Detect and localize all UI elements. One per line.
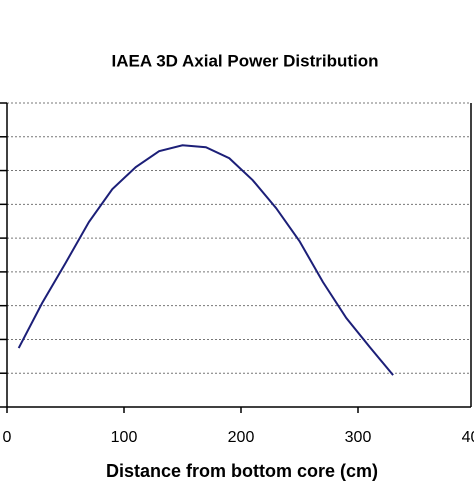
- line-series: [17, 144, 394, 376]
- x-tick-label: 0: [3, 429, 12, 446]
- x-tick-label: 100: [111, 429, 138, 446]
- chart-title: IAEA 3D Axial Power Distribution: [111, 51, 378, 70]
- x-axis-label: Distance from bottom core (cm): [106, 461, 378, 481]
- x-tick-label: 400: [462, 429, 474, 446]
- x-tick-label: 300: [345, 429, 372, 446]
- x-tick-label: 200: [228, 429, 255, 446]
